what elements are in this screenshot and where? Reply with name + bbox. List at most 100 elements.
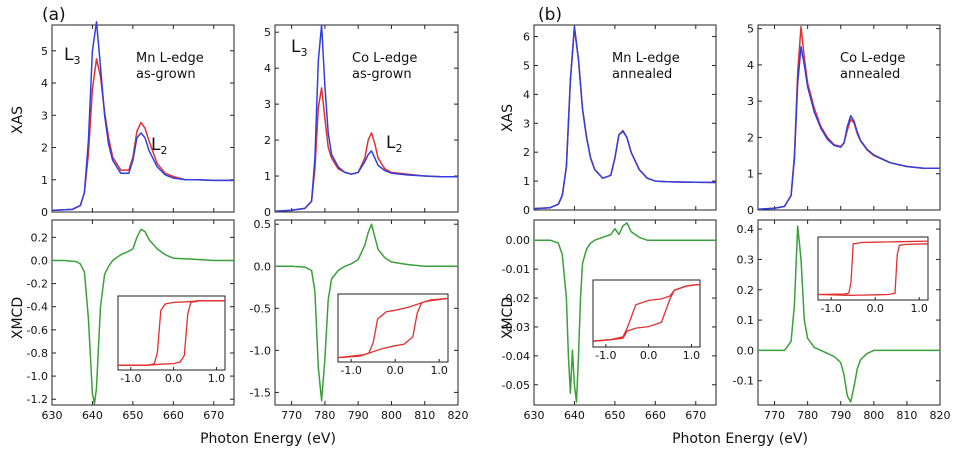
plot-frame	[757, 24, 941, 211]
y-tick-label: 5	[747, 23, 754, 36]
xmcd-ylabel-a: XMCD	[10, 297, 26, 339]
y-tick-label: -0.2	[27, 278, 48, 291]
edge-label-l2: L2	[151, 135, 167, 157]
x-tick-label: 650	[604, 409, 625, 422]
y-tick-label: -1.0	[27, 370, 48, 383]
x-tick-label: 630	[42, 409, 63, 422]
y-tick-label: 1	[264, 170, 271, 183]
inset-x-tick-label: 0.0	[640, 349, 658, 362]
hysteresis-branch	[817, 243, 929, 296]
xlabel-b: Photon Energy (eV)	[672, 431, 808, 447]
hysteresis-inset: -1.0 0.0 1.0	[592, 279, 701, 362]
x-tick-label: 820	[448, 409, 469, 422]
x-tick-label: 780	[797, 409, 818, 422]
y-tick-label: -0.6	[27, 324, 48, 337]
inset-frame	[117, 295, 226, 371]
y-tick-label: 0.0	[31, 254, 49, 267]
series-line-blue	[51, 21, 234, 212]
y-tick-label: 2	[747, 131, 754, 144]
y-tick-label: -1.0	[250, 344, 271, 357]
y-tick-label: -0.1	[733, 375, 754, 388]
x-tick-label: 670	[203, 409, 224, 422]
y-tick-label: 0	[264, 206, 271, 219]
y-tick-label: -1.5	[250, 386, 271, 399]
y-tick-label: 0.4	[737, 223, 755, 236]
inset-x-tick-label: 1.0	[683, 349, 701, 362]
edge-annotation: annealed	[840, 67, 900, 82]
y-tick-label: -0.8	[27, 347, 48, 360]
x-tick-label: 770	[281, 409, 302, 422]
x-tick-label: 660	[163, 409, 184, 422]
y-tick-label: 4	[523, 88, 530, 101]
x-tick-label: 810	[414, 409, 435, 422]
hysteresis-inset: -1.0 0.0 1.0	[337, 293, 449, 377]
y-tick-label: -0.4	[27, 301, 48, 314]
y-tick-label: -0.02	[502, 292, 530, 305]
inset-x-tick-label: -1.0	[595, 349, 616, 362]
xmcd-ylabel-b: XMCD	[500, 297, 516, 339]
y-tick-label: 3	[41, 109, 48, 122]
plot-frame	[274, 219, 459, 406]
x-tick-label: 780	[314, 409, 335, 422]
y-tick-label: 0.00	[506, 234, 531, 247]
x-tick-label: 800	[381, 409, 402, 422]
y-tick-label: 0.0	[737, 344, 755, 357]
inset-x-tick-label: 0.0	[866, 302, 884, 315]
edge-annotation: Mn L-edge	[612, 51, 680, 66]
inset-x-tick-label: 1.0	[910, 302, 928, 315]
y-tick-label: 0.5	[254, 218, 272, 231]
chart-a-co-xmcd: 770 780 790 800 810 820 -1.5 -1.0 -0.5 0.0 0.5 -1.0…	[250, 218, 469, 422]
y-tick-label: 0.2	[31, 231, 49, 244]
hysteresis-branch	[817, 240, 929, 296]
edge-annotation: annealed	[612, 67, 672, 82]
chart-a-mn-xmcd: 630 640 650 660 670 -1.2 -1.0 -0.8 -0.6 -0.4 -0.2 0…	[27, 219, 235, 422]
chart-b-mn-xmcd: 630 640 650 660 670 -0.05 -0.04 -0.03 -0.02 -0.01…	[502, 219, 717, 422]
hysteresis-inset: -1.0 0.0 1.0	[117, 295, 226, 385]
x-tick-label: 790	[830, 409, 851, 422]
series-line-blue	[533, 25, 717, 210]
y-tick-label: 0.3	[737, 253, 755, 266]
plot-frame	[757, 219, 941, 406]
y-tick-label: 6	[523, 31, 530, 44]
xlabel-a: Photon Energy (eV)	[200, 431, 336, 447]
series-line-red	[274, 87, 458, 213]
y-tick-label: 3	[264, 98, 271, 111]
x-tick-label: 640	[564, 409, 585, 422]
series-line-red	[51, 58, 234, 212]
y-tick-label: -0.01	[502, 263, 530, 276]
edge-label-l2: L2	[386, 133, 402, 155]
series-line-blue	[274, 24, 458, 213]
y-tick-label: 0.1	[737, 314, 755, 327]
hysteresis-branch	[592, 283, 701, 342]
series-line-green	[758, 225, 940, 403]
edge-annotation: Co L-edge	[840, 51, 905, 66]
plot-frame	[274, 24, 459, 213]
x-tick-label: 630	[524, 409, 545, 422]
edge-annotation: as-grown	[352, 67, 412, 82]
hysteresis-branch	[337, 297, 449, 359]
x-tick-label: 800	[863, 409, 884, 422]
series-line-green	[275, 223, 458, 402]
y-tick-label: 5	[41, 45, 48, 58]
y-tick-label: 0.0	[254, 260, 272, 273]
y-tick-label: 4	[747, 59, 754, 72]
inset-x-tick-label: -1.0	[820, 302, 841, 315]
panel-b-label: (b)	[538, 5, 562, 25]
y-tick-label: 4	[264, 62, 271, 75]
x-tick-label: 810	[896, 409, 917, 422]
inset-x-tick-label: 1.0	[430, 364, 448, 377]
plot-frame	[533, 24, 717, 211]
y-tick-label: -0.04	[502, 350, 530, 363]
y-tick-label: 2	[523, 146, 530, 159]
hysteresis-branch	[118, 300, 225, 366]
x-tick-label: 790	[348, 409, 369, 422]
hysteresis-inset: -1.0 0.0 1.0	[817, 236, 929, 315]
y-tick-label: 0	[747, 204, 754, 217]
y-tick-label: 1	[747, 168, 754, 181]
x-tick-label: 820	[930, 409, 951, 422]
